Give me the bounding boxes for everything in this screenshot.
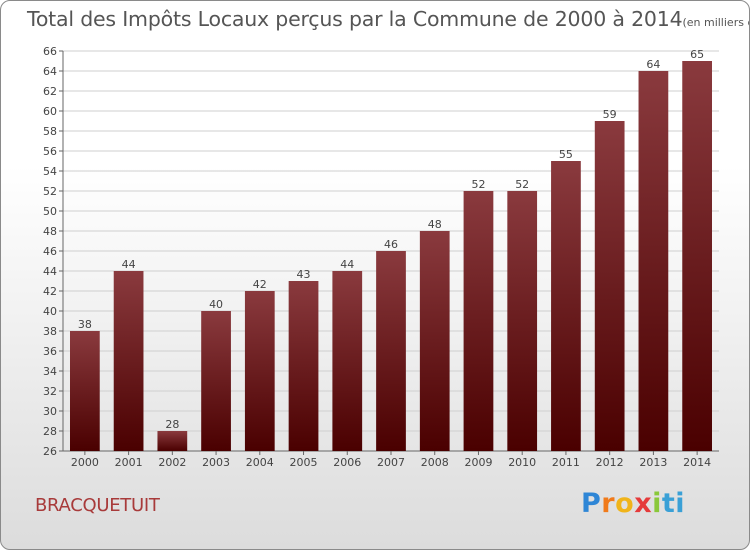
y-tick-label: 52: [43, 185, 57, 198]
bar: [463, 191, 494, 451]
bar: [594, 121, 625, 451]
logo-letter: ti: [661, 488, 686, 519]
bar: [157, 431, 188, 451]
bar-value-label: 42: [253, 278, 267, 291]
x-tick-label: 2002: [158, 456, 186, 469]
bar: [507, 191, 538, 451]
bar: [201, 311, 231, 451]
bar: [682, 61, 713, 451]
y-tick-label: 32: [43, 385, 57, 398]
bar-value-label: 64: [646, 58, 660, 71]
chart-title: Total des Impôts Locaux perçus par la Co…: [27, 7, 749, 31]
y-tick-label: 42: [43, 285, 57, 298]
chart-title-text: Total des Impôts Locaux perçus par la Co…: [27, 7, 683, 31]
y-tick-label: 54: [43, 165, 57, 178]
bar: [288, 281, 319, 451]
y-tick-label: 28: [43, 425, 57, 438]
bar: [638, 71, 669, 451]
logo-letter: x: [634, 488, 653, 519]
bar: [332, 271, 363, 451]
logo-letter: o: [615, 488, 635, 519]
x-tick-label: 2010: [508, 456, 536, 469]
bar-value-label: 59: [603, 108, 617, 121]
y-tick-label: 36: [43, 345, 57, 358]
chart-title-unit: (en milliers d'€): [682, 16, 749, 29]
proxiti-logo: Proxiti: [581, 488, 685, 519]
y-tick-label: 62: [43, 85, 57, 98]
y-tick-label: 48: [43, 225, 57, 238]
y-tick-label: 60: [43, 105, 57, 118]
bar-value-label: 46: [384, 238, 398, 251]
commune-name: BRACQUETUIT: [35, 495, 160, 516]
bar-value-label: 65: [690, 48, 704, 61]
bar-value-label: 38: [78, 318, 92, 331]
y-tick-label: 44: [43, 265, 57, 278]
bar: [419, 231, 450, 451]
x-tick-label: 2012: [596, 456, 624, 469]
bars: [69, 61, 713, 451]
bar-value-label: 48: [428, 218, 442, 231]
bar: [69, 331, 100, 451]
x-tick-label: 2009: [464, 456, 492, 469]
bar: [113, 271, 144, 451]
bar-value-label: 40: [209, 298, 223, 311]
x-tick-label: 2008: [421, 456, 449, 469]
y-tick-label: 38: [43, 325, 57, 338]
x-tick-label: 2005: [290, 456, 318, 469]
x-tick-label: 2004: [246, 456, 274, 469]
x-tick-label: 2006: [333, 456, 361, 469]
y-tick-label: 56: [43, 145, 57, 158]
y-tick-label: 66: [43, 45, 57, 58]
bar-value-label: 44: [122, 258, 136, 271]
logo-letter: i: [652, 488, 662, 519]
bar-value-label: 44: [340, 258, 354, 271]
logo-letter: P: [581, 488, 602, 519]
bar-value-label: 43: [297, 268, 311, 281]
y-tick-label: 46: [43, 245, 57, 258]
bar-value-label: 52: [515, 178, 529, 191]
y-tick-label: 58: [43, 125, 57, 138]
y-tick-label: 50: [43, 205, 57, 218]
bar-value-label: 52: [471, 178, 485, 191]
x-tick-label: 2007: [377, 456, 405, 469]
y-tick-label: 64: [43, 65, 57, 78]
bar-value-label: 55: [559, 148, 573, 161]
logo-letter: r: [601, 488, 616, 519]
x-tick-label: 2000: [71, 456, 99, 469]
x-tick-label: 2011: [552, 456, 580, 469]
y-tick-label: 40: [43, 305, 57, 318]
y-tick-label: 34: [43, 365, 57, 378]
y-tick-label: 26: [43, 445, 57, 458]
x-tick-label: 2003: [202, 456, 230, 469]
x-tick-label: 2001: [115, 456, 143, 469]
bar-value-label: 28: [165, 418, 179, 431]
bar: [244, 291, 275, 451]
x-tick-label: 2013: [639, 456, 667, 469]
y-tick-label: 30: [43, 405, 57, 418]
bar: [551, 161, 581, 451]
bar: [376, 251, 406, 451]
x-tick-label: 2014: [683, 456, 711, 469]
labels: 26 28 30 32 34 36 38 40 42 44 46 48 50 52 54 56 58 60 62 64…: [43, 45, 711, 469]
